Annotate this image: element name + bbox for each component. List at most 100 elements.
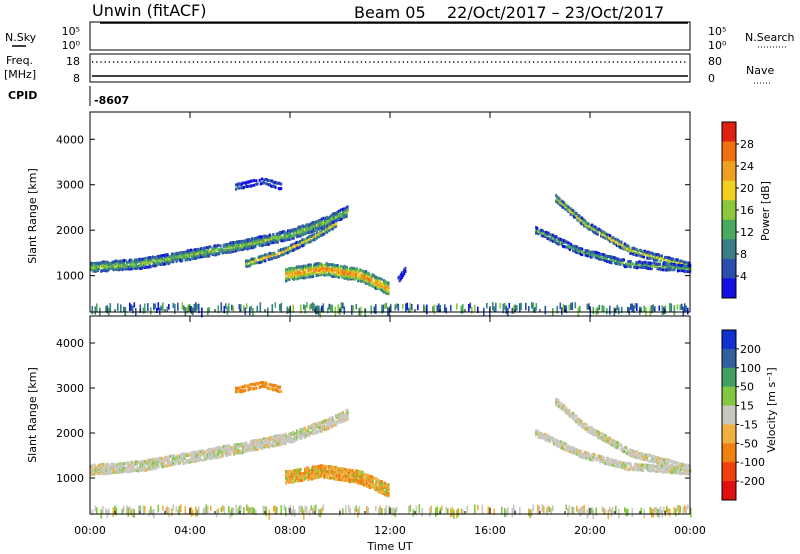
scatter-cell bbox=[150, 465, 153, 469]
scatter-cell bbox=[305, 237, 308, 240]
scatter-cell bbox=[283, 250, 286, 254]
scatter-cell bbox=[381, 289, 384, 293]
scatter-cell bbox=[617, 460, 620, 464]
scatter-cell bbox=[227, 453, 230, 457]
scatter-cell bbox=[326, 220, 329, 224]
velocity-colorbar-tick-label: -200 bbox=[740, 475, 765, 488]
scatter-cell bbox=[260, 177, 264, 181]
scatter-cell bbox=[183, 255, 186, 259]
scatter-cell bbox=[165, 464, 168, 468]
scatter-cell bbox=[541, 229, 544, 233]
scatter-cell bbox=[608, 260, 611, 264]
scatter-cell bbox=[614, 242, 617, 246]
scatter-cell bbox=[587, 222, 590, 226]
scatter-cell bbox=[110, 262, 113, 266]
scatter-cell bbox=[295, 244, 298, 247]
scatter-cell bbox=[679, 259, 683, 263]
scatter-cell bbox=[307, 429, 310, 433]
scatter-cell bbox=[628, 248, 631, 252]
scatter-cell bbox=[288, 249, 292, 253]
scatter-cell bbox=[271, 235, 274, 239]
scatter-cell bbox=[638, 463, 641, 467]
scatter-cell bbox=[386, 281, 389, 285]
y-tick-label: 2000 bbox=[56, 427, 84, 440]
scatter-cell bbox=[614, 443, 617, 447]
scatter-cell bbox=[567, 246, 570, 250]
scatter-cell bbox=[556, 195, 559, 199]
scatter-cell bbox=[333, 216, 336, 220]
scatter-cell bbox=[377, 286, 380, 290]
ground-scatter-cell bbox=[396, 506, 398, 512]
scatter-cell bbox=[100, 469, 103, 473]
scatter-cell bbox=[642, 255, 645, 259]
scatter-cell bbox=[276, 443, 279, 446]
ground-scatter-cell bbox=[280, 505, 283, 515]
scatter-cell bbox=[328, 228, 331, 232]
scatter-cell bbox=[203, 450, 206, 454]
ground-scatter-cell bbox=[609, 506, 611, 512]
ground-scatter-cell bbox=[415, 505, 418, 516]
ground-scatter-cell bbox=[252, 507, 254, 514]
scatter-cell bbox=[321, 217, 324, 221]
scatter-cell bbox=[354, 276, 357, 280]
ground-scatter-cell bbox=[355, 304, 358, 310]
ground-scatter-cell bbox=[322, 303, 325, 313]
scatter-cell bbox=[357, 469, 360, 473]
scatter-cell bbox=[364, 281, 368, 285]
scatter-cell bbox=[659, 268, 663, 272]
scatter-cell bbox=[363, 472, 366, 476]
ground-scatter-cell bbox=[633, 305, 635, 313]
ground-scatter-cell bbox=[408, 307, 410, 313]
scatter-cell bbox=[606, 438, 609, 442]
scatter-cell bbox=[204, 453, 207, 457]
scatter-cell bbox=[666, 464, 669, 468]
scatter-cell bbox=[686, 261, 689, 265]
scatter-cell bbox=[372, 483, 375, 487]
scatter-cell bbox=[680, 266, 683, 270]
scatter-cell bbox=[175, 259, 178, 263]
scatter-cell bbox=[380, 480, 383, 483]
scatter-cell bbox=[277, 254, 280, 258]
ground-scatter-cell bbox=[658, 508, 661, 519]
velocity-scatter-cells bbox=[90, 380, 692, 520]
scatter-cell bbox=[168, 461, 171, 465]
scatter-cell bbox=[91, 262, 94, 266]
scatter-cell bbox=[137, 264, 140, 268]
ground-scatter-cell bbox=[109, 303, 112, 312]
scatter-cell bbox=[313, 466, 316, 470]
scatter-cell bbox=[646, 256, 649, 260]
scatter-cell bbox=[318, 268, 321, 272]
x-tick-label: 16:00 bbox=[474, 524, 506, 537]
scatter-cell bbox=[330, 270, 333, 274]
scatter-cell bbox=[218, 250, 221, 254]
scatter-cell bbox=[164, 253, 167, 257]
scatter-cell bbox=[558, 400, 561, 404]
scatter-cell bbox=[187, 453, 191, 457]
scatter-cell bbox=[295, 437, 299, 441]
ground-scatter-cell bbox=[337, 304, 340, 314]
scatter-cell bbox=[336, 420, 339, 424]
ground-scatter-cell bbox=[561, 307, 563, 315]
scatter-cell bbox=[171, 252, 174, 256]
ground-scatter-cell bbox=[624, 507, 626, 513]
scatter-cell bbox=[684, 267, 687, 271]
scatter-cell bbox=[268, 183, 271, 187]
scatter-cell bbox=[294, 227, 297, 231]
scatter-cell bbox=[296, 246, 299, 250]
scatter-cell bbox=[155, 462, 158, 466]
scatter-cell bbox=[144, 263, 147, 267]
scatter-cell bbox=[258, 243, 261, 247]
scatter-cell bbox=[254, 237, 257, 240]
scatter-cell bbox=[278, 385, 282, 389]
scatter-cell bbox=[650, 266, 654, 270]
scatter-cell bbox=[289, 237, 292, 241]
ground-scatter-cell bbox=[390, 303, 392, 312]
scatter-cell bbox=[186, 249, 189, 253]
scatter-cell bbox=[245, 239, 248, 243]
scatter-cell bbox=[218, 445, 221, 449]
ground-scatter-cell bbox=[300, 505, 302, 513]
scatter-cell bbox=[113, 260, 116, 264]
scatter-cell bbox=[299, 479, 302, 483]
scatter-cell bbox=[612, 256, 615, 259]
